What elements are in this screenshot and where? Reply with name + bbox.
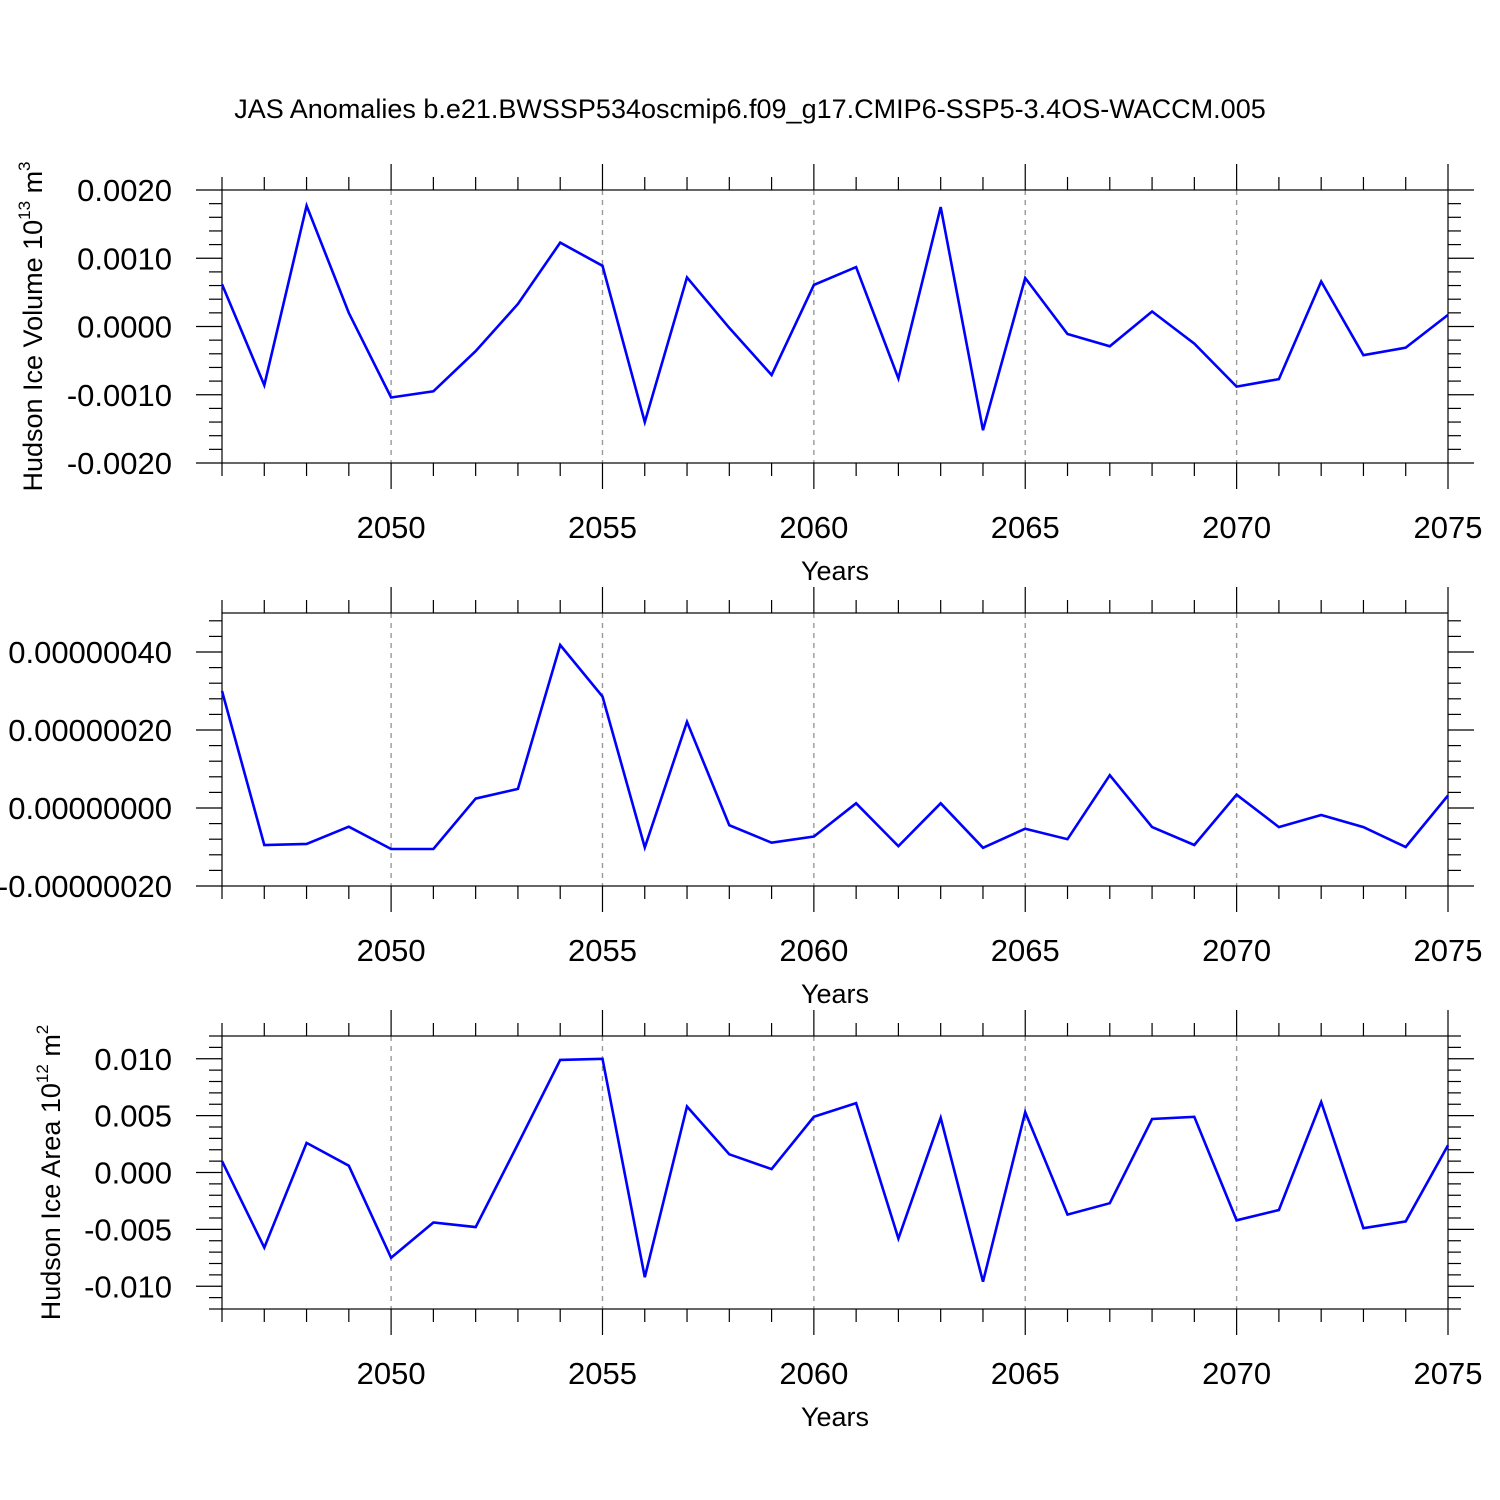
y-tick-label: 0.00000000 (8, 791, 172, 826)
x-tick-label: 2075 (1414, 933, 1483, 968)
y-tick-label: 0.0010 (77, 241, 172, 276)
x-tick-label: 2075 (1414, 510, 1483, 545)
y-tick-label: -0.00000020 (0, 869, 172, 904)
y-tick-label: 0.010 (94, 1042, 172, 1077)
y-tick-label: -0.005 (84, 1212, 172, 1247)
y-tick-label: -0.0010 (67, 378, 172, 413)
x-tick-label: 2070 (1202, 1356, 1271, 1391)
x-axis-label: Years (801, 556, 869, 586)
y-tick-label: 0.0000 (77, 310, 172, 345)
x-axis-label: Years (801, 979, 869, 1009)
x-tick-label: 2060 (779, 1356, 848, 1391)
y-tick-label: 0.000 (94, 1156, 172, 1191)
x-tick-label: 2050 (357, 1356, 426, 1391)
panel-area: 0.010 0.005 0.000 -0.005 -0.010 2050 2055 2060 2… (33, 1010, 1482, 1432)
x-tick-label: 2060 (779, 510, 848, 545)
y-axis-label: Hudson Ice Volume 1013 m3 (15, 161, 48, 491)
plot-frame (221, 189, 1449, 464)
series-line (220, 642, 1450, 852)
panel-middle: 0.00000040 0.00000020 0.00000000 -0.0000002… (0, 587, 1482, 1009)
series-line (220, 1057, 1450, 1283)
x-tick-label: 2075 (1414, 1356, 1483, 1391)
y-tick-label: 0.005 (94, 1099, 172, 1134)
plot-frame (221, 1035, 1449, 1310)
x-tick-label: 2055 (568, 1356, 637, 1391)
y-axis-label: Hudson Ice Area 1012 m2 (33, 1025, 66, 1321)
y-tick-label: 0.0020 (77, 173, 172, 208)
x-tick-label: 2055 (568, 933, 637, 968)
y-tick-label: -0.0020 (67, 446, 172, 481)
y-tick-label: 0.00000020 (8, 713, 172, 748)
x-tick-label: 2060 (779, 933, 848, 968)
x-axis-label: Years (801, 1402, 869, 1432)
x-tick-label: 2065 (991, 933, 1060, 968)
series-line (220, 201, 1449, 431)
x-tick-label: 2050 (357, 933, 426, 968)
x-tick-label: 2070 (1202, 933, 1271, 968)
chart-title: JAS Anomalies b.e21.BWSSP534oscmip6.f09_… (234, 94, 1265, 124)
x-tick-label: 2055 (568, 510, 637, 545)
x-tick-label: 2065 (991, 1356, 1060, 1391)
panel-volume: 0.0020 0.0010 0.0000 -0.0010 -0.0020 2050 2055… (15, 161, 1482, 586)
y-tick-label: -0.010 (84, 1269, 172, 1304)
x-tick-label: 2070 (1202, 510, 1271, 545)
plot-frame (221, 612, 1449, 887)
y-tick-label: 0.00000040 (8, 635, 172, 670)
x-tick-label: 2065 (991, 510, 1060, 545)
x-tick-label: 2050 (357, 510, 426, 545)
